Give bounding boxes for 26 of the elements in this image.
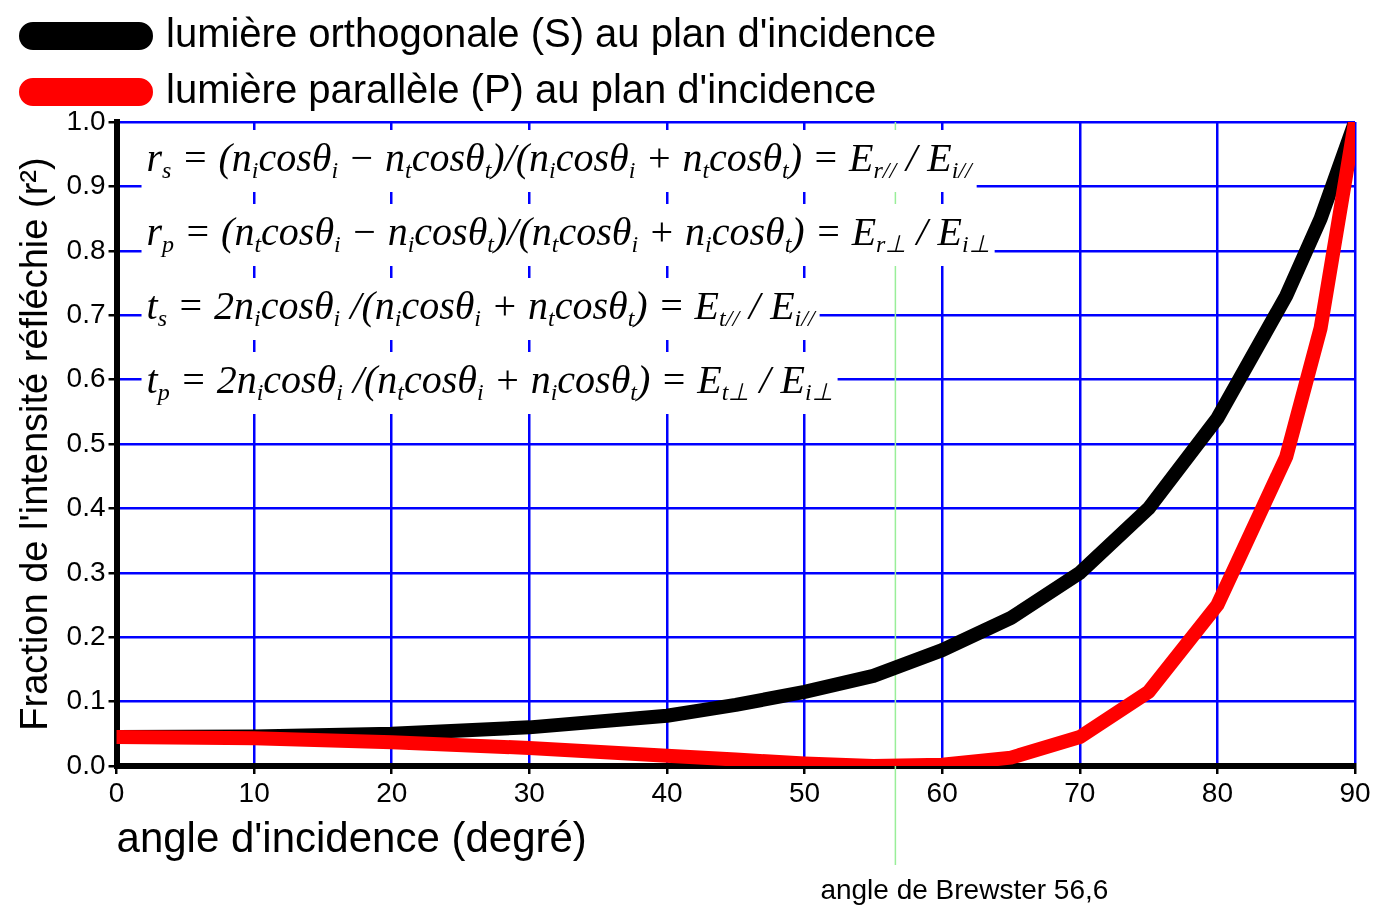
y-tick-label: 0.6 [66, 362, 106, 394]
x-tick-label: 30 [513, 776, 545, 808]
y-tick-label: 0.7 [66, 297, 106, 329]
x-tick-label: 90 [1339, 776, 1371, 808]
y-tick-label: 0.3 [66, 555, 106, 587]
x-tick-label: 0 [108, 776, 125, 808]
x-tick-label: 50 [788, 776, 821, 808]
y-tick-label: 0.9 [66, 169, 106, 201]
x-axis-title: angle d'incidence (degré) [116, 814, 587, 862]
x-tick-label: 10 [238, 776, 270, 808]
y-tick-label: 1.0 [66, 104, 106, 136]
legend-label: lumière orthogonale (S) au plan d'incidence [166, 11, 937, 56]
x-tick-label: 20 [376, 776, 408, 808]
x-tick-label: 60 [926, 776, 958, 808]
y-axis-title: Fraction de l'intensité réfléchie (r²) [13, 157, 56, 731]
ref-line-label: angle de Brewster 56,6 [820, 873, 1109, 905]
y-tick-label: 0.8 [66, 233, 106, 265]
x-tick-label: 70 [1064, 776, 1096, 808]
y-tick-label: 0.2 [66, 619, 106, 651]
y-tick-label: 0.0 [66, 748, 106, 780]
y-tick-label: 0.1 [66, 684, 106, 716]
y-tick-label: 0.5 [66, 426, 106, 458]
x-tick-label: 80 [1201, 776, 1233, 808]
legend-label: lumière parallèle (P) au plan d'incidence [166, 67, 877, 112]
x-tick-label: 40 [651, 776, 683, 808]
y-tick-label: 0.4 [66, 491, 106, 523]
